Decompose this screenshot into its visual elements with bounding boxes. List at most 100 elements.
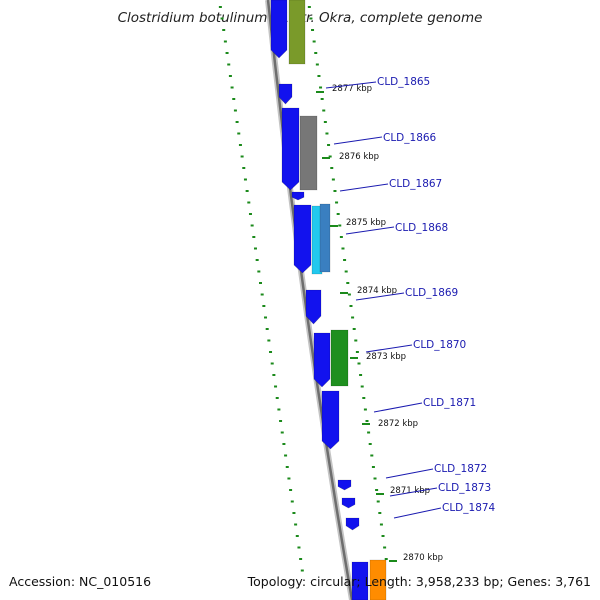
track-dot: [311, 29, 315, 31]
track-dot: [275, 397, 279, 399]
track-dot: [282, 443, 286, 445]
tick-label: 2872 kbp: [378, 419, 418, 429]
cds-feature: [291, 191, 305, 201]
track-dot: [351, 316, 355, 319]
gene-leader-line: [345, 226, 395, 235]
track-dot: [384, 558, 388, 560]
track-dot: [365, 420, 369, 422]
gene-label[interactable]: CLD_1866: [383, 132, 437, 144]
track-dot: [371, 466, 375, 468]
track-dot: [355, 351, 359, 353]
tick-label: 2870 kbp: [403, 553, 443, 563]
track-dot: [270, 362, 274, 365]
gene-label[interactable]: CLD_1873: [438, 482, 491, 494]
gene-label[interactable]: CLD_1871: [423, 397, 476, 409]
track-dot: [359, 374, 363, 376]
track-dot: [378, 512, 382, 514]
track-dot: [292, 512, 296, 514]
gene-leader-line: [365, 344, 413, 353]
track-dot: [375, 489, 379, 491]
cds-feature: [281, 107, 300, 191]
cds-feature: [351, 561, 369, 600]
track-dot: [277, 408, 281, 411]
track-dot: [264, 316, 268, 319]
track-dot: [297, 546, 301, 549]
cds-feature: [345, 517, 360, 531]
cds-feature: [369, 559, 387, 600]
track-dot: [267, 339, 271, 342]
gene-label[interactable]: CLD_1865: [377, 76, 430, 88]
track-dot: [247, 201, 251, 204]
track-dot: [325, 132, 329, 135]
tick-label: 2876 kbp: [339, 152, 379, 162]
track-dot: [225, 52, 229, 54]
gene-leader-line: [373, 402, 423, 413]
track-dot: [354, 339, 358, 342]
genome-summary: Topology: circular; Length: 3,958,233 bp…: [247, 574, 591, 589]
track-dot: [262, 305, 266, 307]
tick-label: 2877 kbp: [332, 84, 372, 94]
tick-label: 2873 kbp: [366, 352, 406, 362]
accession-label: Accession: NC_010516: [9, 574, 152, 589]
track-dot: [250, 224, 254, 227]
track-dot: [233, 109, 237, 112]
cds-feature: [319, 203, 331, 273]
gene-leader-line: [325, 81, 377, 89]
track-dot: [265, 328, 269, 330]
track-dot: [272, 374, 276, 376]
track-dot: [346, 282, 350, 284]
cds-feature: [321, 390, 340, 450]
track-dot: [341, 247, 345, 250]
track-dot: [280, 431, 284, 434]
track-dot: [307, 6, 311, 8]
track-dot: [252, 236, 256, 238]
track-dot: [295, 535, 299, 537]
genome-backbone-core: [266, 0, 354, 600]
track-dot: [245, 190, 249, 192]
track-guide-left: [218, 6, 304, 572]
track-dot: [333, 190, 337, 192]
track-dot: [335, 201, 339, 204]
track-dot: [284, 454, 288, 457]
track-dot: [228, 75, 232, 77]
track-dot: [255, 259, 259, 261]
track-dot: [232, 98, 236, 100]
gene-leader-line: [333, 136, 383, 145]
tick-label: 2875 kbp: [346, 218, 386, 228]
track-dot: [339, 236, 343, 238]
track-dot: [240, 155, 244, 158]
track-dot: [360, 385, 364, 388]
track-dot: [336, 213, 340, 215]
tick-label: 2871 kbp: [390, 486, 430, 496]
track-dot: [248, 213, 252, 215]
track-dot: [314, 52, 318, 54]
track-dot: [274, 385, 278, 388]
gene-label[interactable]: CLD_1868: [395, 222, 448, 234]
cds-feature: [293, 204, 312, 274]
track-dot: [328, 155, 332, 158]
track-dot: [376, 500, 380, 503]
gene-leader-line: [393, 507, 442, 519]
cds-feature: [270, 0, 288, 59]
gene-label[interactable]: CLD_1867: [389, 178, 442, 190]
track-dot: [289, 489, 293, 491]
track-dot: [315, 63, 319, 66]
track-dot: [223, 40, 227, 43]
track-dot: [343, 259, 347, 261]
track-dot: [260, 293, 264, 296]
track-dot: [279, 420, 283, 422]
gene-label[interactable]: CLD_1869: [405, 287, 458, 299]
track-dot: [242, 167, 246, 169]
track-dot: [330, 167, 334, 169]
gene-label[interactable]: CLD_1874: [442, 502, 496, 514]
gene-label[interactable]: CLD_1872: [434, 463, 487, 475]
track-dot: [331, 178, 335, 181]
track-dot: [320, 98, 324, 100]
cds-feature: [313, 332, 331, 388]
track-dot: [238, 144, 242, 146]
cds-feature: [278, 83, 293, 105]
gene-leader-line: [389, 487, 438, 497]
gene-label[interactable]: CLD_1870: [413, 339, 466, 351]
track-guide-right: [307, 6, 388, 560]
